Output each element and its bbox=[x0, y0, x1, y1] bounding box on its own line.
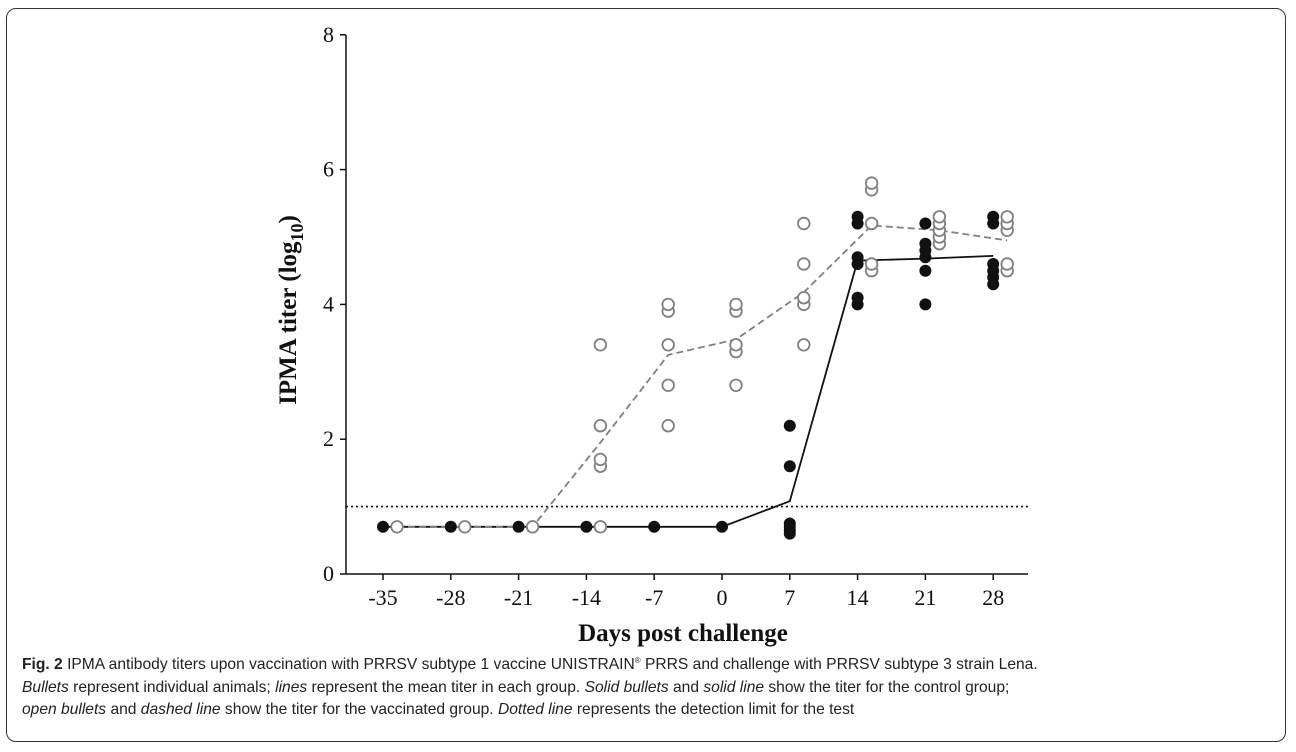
control-mean-line bbox=[383, 255, 994, 528]
caption-fig-label: Fig. 2 bbox=[22, 656, 63, 673]
x-tick-label: -35 bbox=[368, 585, 397, 610]
vaccinated-point bbox=[864, 216, 879, 231]
vaccinated-point bbox=[797, 257, 811, 271]
caption-text-8: show the titer for the vaccinated group. bbox=[220, 701, 498, 718]
control-point bbox=[919, 237, 932, 250]
control-point bbox=[377, 520, 389, 533]
vaccinated-point bbox=[797, 216, 811, 231]
y-axis-title: IPMA titer (log10) bbox=[275, 215, 307, 405]
y-axis-title-main: IPMA titer (log bbox=[275, 241, 302, 405]
control-point bbox=[851, 210, 864, 223]
caption-bullets: Bullets bbox=[22, 678, 69, 696]
vaccinated-point bbox=[593, 338, 608, 352]
vaccinated-point bbox=[661, 419, 675, 433]
vaccinated-point bbox=[932, 210, 947, 224]
data-points bbox=[377, 176, 1014, 540]
control-point bbox=[444, 520, 457, 533]
y-axis-title-sub: 10 bbox=[287, 223, 307, 241]
x-tick-label: -28 bbox=[436, 585, 465, 610]
vaccinated-point bbox=[458, 520, 472, 534]
control-point bbox=[987, 258, 1000, 270]
vaccinated-point bbox=[661, 338, 675, 352]
vaccinated-point bbox=[1000, 257, 1014, 271]
chart: 0 2 4 6 8 -35 -28 -21 -14 -7 0 7 14 21 28 IPMA titer … bbox=[275, 22, 1028, 647]
vaccinated-point bbox=[1000, 210, 1014, 224]
figure-caption: Fig. 2 IPMA antibody titers upon vaccina… bbox=[22, 654, 1272, 722]
caption-lines: lines bbox=[275, 678, 308, 696]
vaccinated-point bbox=[797, 338, 811, 352]
y-tick-label: 4 bbox=[323, 291, 334, 316]
control-point bbox=[783, 517, 796, 530]
control-point bbox=[919, 298, 932, 311]
vaccinated-point bbox=[593, 419, 608, 433]
y-tick-label: 6 bbox=[323, 157, 334, 182]
caption-solid-line: solid line bbox=[703, 678, 765, 696]
vaccinated-point bbox=[661, 297, 675, 312]
mean-lines bbox=[383, 224, 1008, 528]
control-point bbox=[716, 520, 728, 533]
x-tick-label: 28 bbox=[982, 585, 1004, 610]
control-point bbox=[512, 520, 525, 533]
x-tick-label: 7 bbox=[784, 585, 795, 610]
control-point bbox=[851, 251, 864, 264]
vaccinated-mean-line bbox=[397, 224, 1008, 528]
x-ticks: -35 -28 -21 -14 -7 0 7 14 21 28 bbox=[368, 574, 1004, 610]
caption-text-4: represent the mean titer in each group. bbox=[307, 678, 585, 696]
control-point bbox=[648, 520, 661, 533]
vaccinated-point bbox=[661, 378, 675, 393]
caption-text-7: and bbox=[106, 701, 141, 718]
figure-frame bbox=[6, 8, 1286, 742]
y-axis-title-close: ) bbox=[275, 215, 302, 223]
y-ticks: 0 2 4 6 8 bbox=[323, 22, 346, 586]
x-tick-label: 21 bbox=[914, 585, 936, 610]
x-tick-label: -7 bbox=[645, 585, 663, 610]
x-tick-label: -21 bbox=[504, 585, 533, 610]
caption-text-3: represent individual animals; bbox=[68, 678, 276, 696]
vaccinated-point bbox=[729, 378, 743, 393]
caption-text-9: represents the detection limit for the t… bbox=[572, 701, 855, 718]
x-tick-label: 0 bbox=[717, 585, 728, 610]
caption-open-bullets: open bullets bbox=[22, 701, 107, 718]
y-tick-label: 0 bbox=[323, 561, 334, 586]
caption-dotted-line: Dotted line bbox=[497, 701, 573, 718]
x-axis-title: Days post challenge bbox=[578, 620, 788, 647]
vaccinated-point bbox=[525, 520, 540, 534]
x-tick-label: -14 bbox=[572, 585, 601, 610]
caption-text-6: show the titer for the control group; bbox=[764, 678, 1010, 696]
control-point bbox=[919, 217, 932, 230]
control-point bbox=[851, 291, 864, 304]
vaccinated-point bbox=[593, 452, 608, 467]
vaccinated-point bbox=[593, 520, 608, 534]
vaccinated-point bbox=[390, 520, 404, 534]
vaccinated-point bbox=[797, 291, 811, 305]
y-tick-label: 8 bbox=[323, 22, 334, 47]
control-point bbox=[987, 210, 1000, 223]
vaccinated-point bbox=[864, 257, 879, 271]
caption-reg-mark: ® bbox=[634, 655, 641, 665]
y-tick-label: 2 bbox=[323, 426, 334, 451]
caption-text-1: IPMA antibody titers upon vaccination wi… bbox=[62, 656, 635, 673]
control-point bbox=[783, 419, 796, 432]
vaccinated-point bbox=[729, 338, 743, 352]
x-tick-label: 14 bbox=[847, 585, 869, 610]
control-point bbox=[783, 460, 796, 473]
control-point bbox=[919, 264, 932, 277]
caption-text-2: PRRS and challenge with PRRSV subtype 3 … bbox=[640, 656, 1038, 673]
caption-solid-bullets: Solid bullets bbox=[584, 678, 669, 696]
vaccinated-point bbox=[729, 297, 743, 312]
caption-dashed-line: dashed line bbox=[140, 701, 221, 718]
control-point bbox=[580, 520, 593, 533]
vaccinated-point bbox=[864, 176, 879, 190]
caption-text-5: and bbox=[668, 678, 704, 696]
